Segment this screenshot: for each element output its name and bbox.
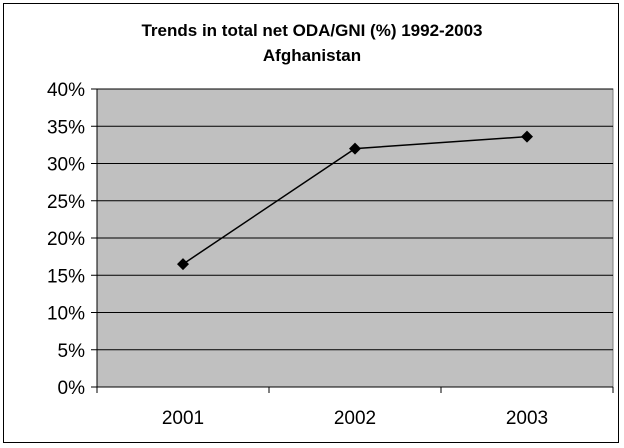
chart-title: Trends in total net ODA/GNI (%) 1992-200… — [141, 21, 483, 40]
y-tick-label: 25% — [47, 192, 85, 213]
data-point-marker — [521, 130, 533, 143]
chart-subtitle: Afghanistan — [262, 46, 362, 65]
y-tick-label: 40% — [47, 80, 85, 101]
y-tick-label: 15% — [47, 266, 85, 287]
y-tick-label: 5% — [58, 341, 86, 362]
y-tick-label: 35% — [47, 117, 85, 138]
data-point-marker — [177, 258, 189, 271]
y-tick-label: 20% — [47, 229, 85, 250]
y-tick-label: 30% — [47, 155, 85, 176]
data-point-marker — [349, 142, 361, 155]
x-tick-label: 2003 — [506, 408, 548, 429]
x-tick-label: 2001 — [162, 408, 204, 429]
x-tick-label: 2002 — [334, 408, 376, 429]
y-tick-label: 10% — [47, 304, 85, 325]
y-tick-label: 0% — [58, 378, 86, 399]
